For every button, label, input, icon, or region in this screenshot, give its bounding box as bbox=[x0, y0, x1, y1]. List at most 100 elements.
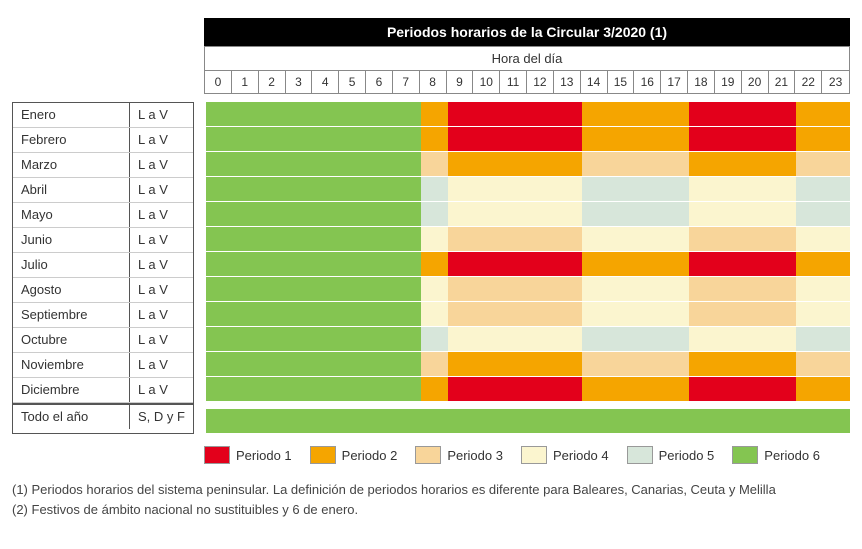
heat-cell bbox=[340, 252, 367, 276]
month-row-label: JunioL a V bbox=[13, 228, 193, 253]
heat-cell bbox=[635, 409, 662, 433]
heat-cell bbox=[233, 102, 260, 126]
heat-cell bbox=[367, 227, 394, 251]
heat-cell bbox=[716, 202, 743, 226]
hour-tick: 6 bbox=[366, 71, 393, 93]
legend-item: Periodo 1 bbox=[204, 446, 292, 464]
heat-cell bbox=[260, 327, 287, 351]
heat-cell bbox=[716, 352, 743, 376]
heat-cell bbox=[743, 302, 770, 326]
heat-cell bbox=[716, 127, 743, 151]
heat-cell bbox=[313, 352, 340, 376]
heat-row bbox=[206, 327, 850, 351]
day-type: L a V bbox=[130, 203, 193, 227]
heat-cell bbox=[313, 202, 340, 226]
heat-cell bbox=[716, 227, 743, 251]
heat-cell bbox=[662, 202, 689, 226]
heat-cell bbox=[796, 377, 823, 401]
hour-tick: 22 bbox=[795, 71, 822, 93]
heat-cell bbox=[635, 277, 662, 301]
heat-cell bbox=[367, 202, 394, 226]
heat-cell bbox=[635, 302, 662, 326]
heat-cell bbox=[367, 277, 394, 301]
legend: Periodo 1Periodo 2Periodo 3Periodo 4Peri… bbox=[204, 446, 850, 464]
heat-cell bbox=[448, 252, 475, 276]
heat-cell bbox=[796, 202, 823, 226]
heat-cell bbox=[770, 277, 797, 301]
heat-cell bbox=[260, 127, 287, 151]
heat-cell bbox=[582, 352, 609, 376]
legend-swatch bbox=[627, 446, 653, 464]
hour-tick: 14 bbox=[581, 71, 608, 93]
heat-cell bbox=[474, 327, 501, 351]
heat-cell bbox=[448, 227, 475, 251]
heat-cell bbox=[796, 152, 823, 176]
heat-cell bbox=[689, 177, 716, 201]
heat-cell bbox=[770, 177, 797, 201]
heat-cell bbox=[233, 302, 260, 326]
heat-cell bbox=[340, 302, 367, 326]
heat-cell bbox=[448, 127, 475, 151]
footnote: (2) Festivos de ámbito nacional no susti… bbox=[12, 500, 850, 520]
heat-cell bbox=[662, 227, 689, 251]
heat-cell bbox=[823, 377, 850, 401]
heat-cell bbox=[206, 202, 233, 226]
heat-cell bbox=[609, 302, 636, 326]
heat-cell bbox=[796, 409, 823, 433]
footnotes: (1) Periodos horarios del sistema penins… bbox=[12, 480, 850, 519]
heat-cell bbox=[743, 102, 770, 126]
month-row-label: EneroL a V bbox=[13, 103, 193, 128]
heat-cell bbox=[340, 202, 367, 226]
hour-tick: 1 bbox=[232, 71, 259, 93]
heat-cell bbox=[528, 202, 555, 226]
heat-cell bbox=[340, 127, 367, 151]
heat-cell bbox=[555, 252, 582, 276]
heat-cell bbox=[689, 102, 716, 126]
heat-cell bbox=[609, 409, 636, 433]
heat-cell bbox=[743, 377, 770, 401]
legend-label: Periodo 4 bbox=[553, 448, 609, 463]
heat-cell bbox=[421, 252, 448, 276]
hour-tick: 8 bbox=[420, 71, 447, 93]
heat-cell bbox=[528, 177, 555, 201]
heat-cell bbox=[313, 302, 340, 326]
heat-cell bbox=[796, 177, 823, 201]
heat-cell bbox=[501, 152, 528, 176]
hour-tick: 7 bbox=[393, 71, 420, 93]
heat-cell bbox=[394, 252, 421, 276]
heat-row bbox=[206, 227, 850, 251]
heat-cell bbox=[582, 177, 609, 201]
heat-cell bbox=[233, 352, 260, 376]
heat-cell bbox=[609, 177, 636, 201]
heat-cell bbox=[501, 352, 528, 376]
heat-row bbox=[206, 302, 850, 326]
heat-cell bbox=[796, 252, 823, 276]
heat-cell bbox=[287, 377, 314, 401]
heat-cell bbox=[501, 252, 528, 276]
heat-cell bbox=[662, 302, 689, 326]
heat-cell bbox=[823, 327, 850, 351]
heat-cell bbox=[206, 327, 233, 351]
heat-cell bbox=[823, 202, 850, 226]
hour-tick: 10 bbox=[473, 71, 500, 93]
heat-cell bbox=[716, 152, 743, 176]
heat-cell bbox=[474, 102, 501, 126]
legend-swatch bbox=[521, 446, 547, 464]
heat-cell bbox=[501, 227, 528, 251]
month-name: Marzo bbox=[13, 153, 130, 177]
heat-cell bbox=[367, 327, 394, 351]
heat-cell bbox=[313, 409, 340, 433]
month-name: Diciembre bbox=[13, 378, 130, 402]
legend-label: Periodo 5 bbox=[659, 448, 715, 463]
heat-cell bbox=[287, 202, 314, 226]
heat-row bbox=[206, 352, 850, 376]
heat-cell bbox=[582, 227, 609, 251]
heat-cell bbox=[394, 202, 421, 226]
heat-cell bbox=[421, 202, 448, 226]
hour-tick: 18 bbox=[688, 71, 715, 93]
month-row-label: NoviembreL a V bbox=[13, 353, 193, 378]
heat-cell bbox=[448, 327, 475, 351]
legend-item: Periodo 4 bbox=[521, 446, 609, 464]
heat-cell bbox=[770, 127, 797, 151]
heat-cell bbox=[501, 277, 528, 301]
